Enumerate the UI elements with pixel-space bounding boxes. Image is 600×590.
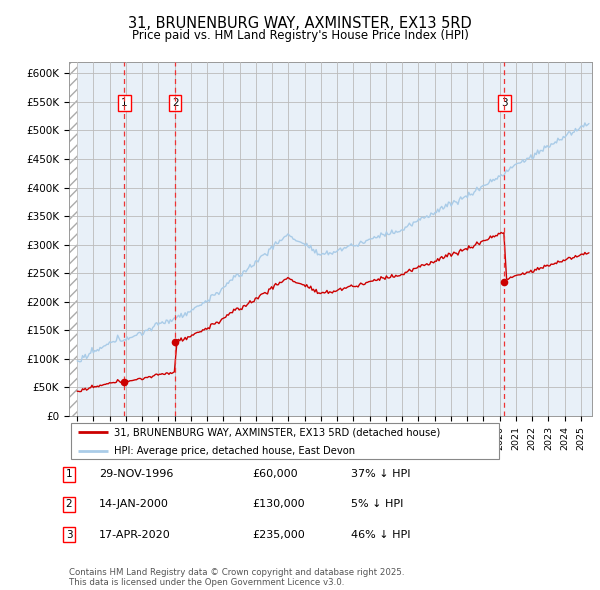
Text: 1: 1 [65,470,73,479]
Text: £60,000: £60,000 [252,470,298,479]
Text: 46% ↓ HPI: 46% ↓ HPI [351,530,410,539]
Text: 1: 1 [121,98,128,107]
Text: £235,000: £235,000 [252,530,305,539]
Bar [69,62,77,416]
Text: 37% ↓ HPI: 37% ↓ HPI [351,470,410,479]
Text: 31, BRUNENBURG WAY, AXMINSTER, EX13 5RD (detached house): 31, BRUNENBURG WAY, AXMINSTER, EX13 5RD … [115,428,440,438]
Text: 14-JAN-2000: 14-JAN-2000 [99,500,169,509]
FancyBboxPatch shape [71,423,499,460]
Text: 3: 3 [65,530,73,539]
Text: 31, BRUNENBURG WAY, AXMINSTER, EX13 5RD: 31, BRUNENBURG WAY, AXMINSTER, EX13 5RD [128,16,472,31]
Text: 17-APR-2020: 17-APR-2020 [99,530,171,539]
Text: £130,000: £130,000 [252,500,305,509]
Bar [69,62,77,416]
Text: Contains HM Land Registry data © Crown copyright and database right 2025.
This d: Contains HM Land Registry data © Crown c… [69,568,404,587]
Text: Price paid vs. HM Land Registry's House Price Index (HPI): Price paid vs. HM Land Registry's House … [131,30,469,42]
Text: 29-NOV-1996: 29-NOV-1996 [99,470,173,479]
Text: 2: 2 [172,98,179,107]
Text: HPI: Average price, detached house, East Devon: HPI: Average price, detached house, East… [115,447,355,456]
Text: 5% ↓ HPI: 5% ↓ HPI [351,500,403,509]
Text: 2: 2 [65,500,73,509]
Text: 3: 3 [501,98,508,107]
